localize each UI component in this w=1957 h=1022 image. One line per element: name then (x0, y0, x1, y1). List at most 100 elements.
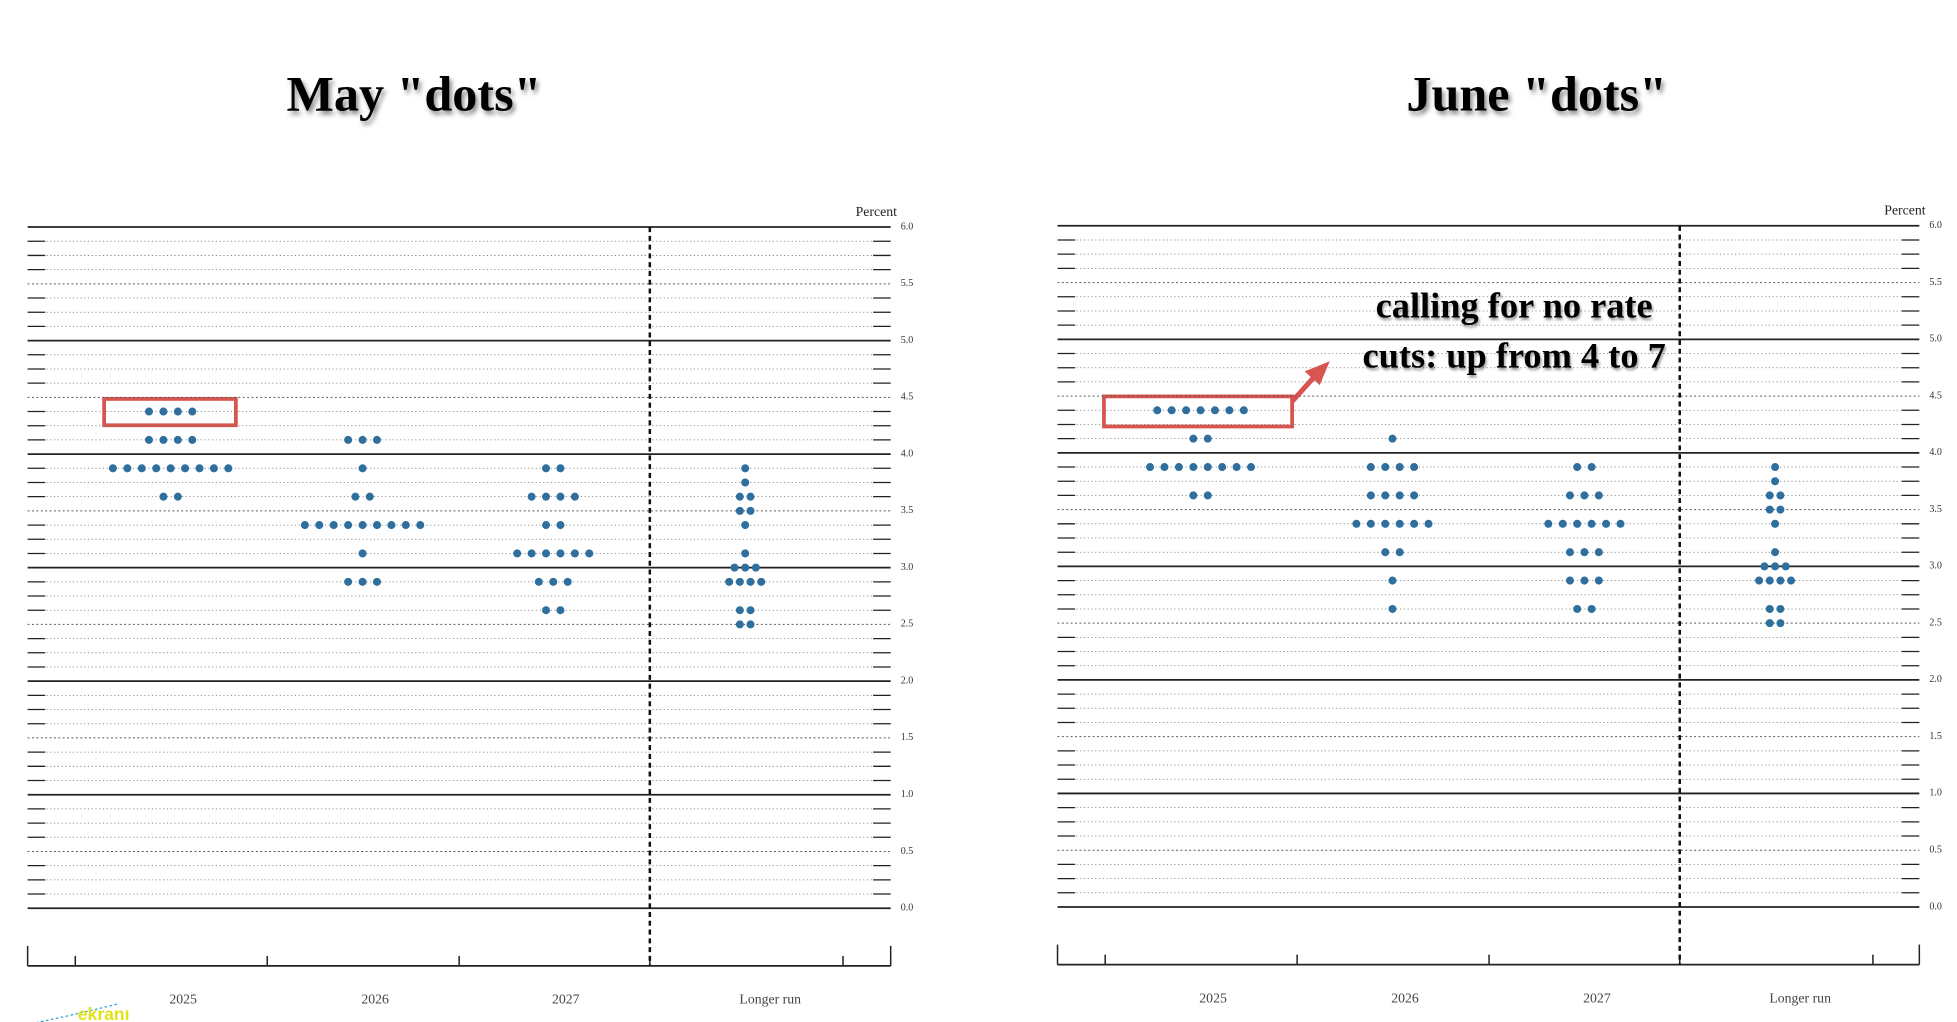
dot (1395, 519, 1404, 528)
dot (746, 506, 755, 515)
dot (1410, 519, 1419, 528)
dot (144, 435, 154, 444)
dot (372, 435, 382, 444)
dot (1210, 406, 1219, 415)
y-tick-label: 3.5 (901, 505, 914, 516)
dot (1594, 576, 1603, 585)
dot (173, 407, 182, 416)
dot (741, 521, 750, 530)
dot (527, 492, 536, 501)
dot (315, 521, 324, 530)
dot (344, 577, 353, 586)
dot (556, 549, 565, 558)
arrow-head (1304, 361, 1330, 386)
dot (542, 464, 551, 473)
dot (585, 549, 594, 558)
dot (1366, 463, 1375, 472)
dot (542, 549, 551, 558)
y-tick-label: 2.5 (901, 619, 914, 630)
dot (137, 464, 146, 473)
dot (1776, 604, 1785, 613)
dot (1189, 491, 1198, 500)
dot (735, 506, 744, 515)
dot (1395, 548, 1404, 557)
y-tick-label: 2.0 (901, 675, 914, 686)
y-tick-label: 0.5 (1929, 845, 1942, 856)
y-tick-label: 3.0 (1929, 561, 1942, 572)
dot (1776, 576, 1785, 585)
chart-title: May "dots" (287, 65, 542, 121)
dot (344, 521, 353, 530)
x-tick-label: 2025 (1199, 990, 1227, 1005)
dot (1565, 576, 1574, 585)
dot (1239, 406, 1248, 415)
y-axis-label: Percent (856, 204, 897, 219)
dot (556, 492, 565, 501)
x-tick-label: 2026 (361, 992, 389, 1007)
dot (1352, 519, 1361, 528)
dot (351, 492, 360, 501)
dot (741, 549, 750, 558)
dot (1153, 406, 1162, 415)
dot (1395, 463, 1404, 472)
dot (300, 521, 309, 530)
dot (1189, 434, 1198, 443)
dot (1558, 519, 1567, 528)
dot (358, 435, 367, 444)
dot (1771, 463, 1780, 472)
dot (1203, 434, 1212, 443)
y-tick-label: 6.0 (1929, 220, 1942, 231)
dot (173, 492, 182, 501)
dot (1160, 463, 1169, 472)
y-tick-label: 1.0 (1929, 788, 1942, 799)
dot (159, 407, 168, 416)
y-tick-label: 0.0 (901, 903, 914, 914)
dot (556, 521, 565, 530)
dot (1424, 519, 1433, 528)
y-tick-label: 1.5 (1929, 731, 1942, 742)
dot (527, 549, 536, 558)
dot (159, 435, 168, 444)
dot (556, 606, 565, 615)
y-tick-label: 0.0 (1929, 901, 1942, 912)
dot (1771, 562, 1780, 571)
dot (173, 435, 182, 444)
dot (1760, 562, 1769, 571)
dot (746, 577, 755, 586)
dot (358, 464, 367, 473)
y-tick-label: 1.5 (901, 732, 914, 743)
x-tick-label: 2027 (1583, 990, 1611, 1005)
dot (1174, 463, 1183, 472)
y-tick-label: 1.0 (901, 789, 914, 800)
dot (181, 464, 190, 473)
x-tick-label: Longer run (739, 992, 801, 1007)
dot (195, 464, 204, 473)
dot (1565, 491, 1574, 500)
y-tick-label: 4.5 (1929, 390, 1942, 401)
dot (1580, 548, 1589, 557)
dot (1594, 491, 1603, 500)
arrow (1290, 374, 1317, 404)
dot (1616, 519, 1625, 528)
dot (1410, 491, 1419, 500)
dot (372, 577, 382, 586)
dot (741, 464, 750, 473)
dot (1771, 519, 1780, 528)
dot (1587, 604, 1596, 613)
dot (563, 577, 572, 586)
y-tick-label: 2.0 (1929, 674, 1942, 685)
dot (1755, 576, 1764, 585)
dot (1167, 406, 1176, 415)
dot (570, 549, 579, 558)
dot (1146, 463, 1155, 472)
dot (746, 492, 755, 501)
dot (108, 464, 117, 473)
dot (1587, 463, 1596, 472)
dot (730, 563, 739, 572)
dot (1225, 406, 1234, 415)
dot (1765, 604, 1774, 613)
dot (556, 464, 565, 473)
dot (746, 606, 755, 615)
